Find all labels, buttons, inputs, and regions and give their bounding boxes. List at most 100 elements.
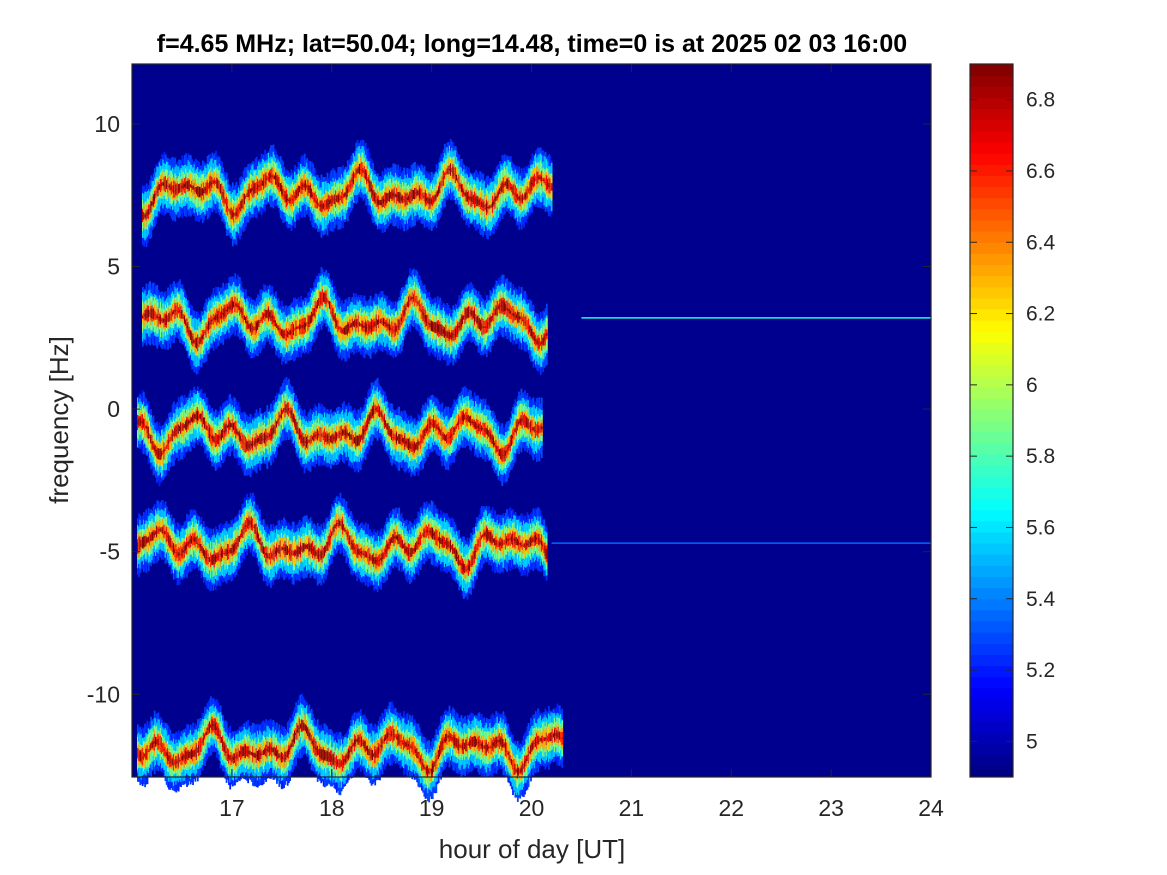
heatmap-cell <box>536 171 539 185</box>
heatmap-cell <box>253 329 256 330</box>
heatmap-cell <box>533 335 536 341</box>
heatmap-cell <box>303 322 306 330</box>
heatmap-cell <box>469 306 471 318</box>
heatmap-cell <box>292 413 295 423</box>
heatmap-cell <box>253 440 256 446</box>
heatmap-cell <box>152 196 155 205</box>
heatmap-cell <box>195 337 198 349</box>
heatmap-cell <box>304 441 307 443</box>
heatmap-cell <box>537 176 540 179</box>
heatmap-cell <box>327 301 330 303</box>
heatmap-cell <box>513 183 516 201</box>
heatmap-cell <box>162 182 165 186</box>
heatmap-cell <box>428 323 431 325</box>
heatmap-cell <box>535 179 537 181</box>
heatmap-cell <box>283 407 286 413</box>
heatmap-cell <box>240 308 243 313</box>
heatmap-cell <box>261 317 264 319</box>
heatmap-cell <box>547 178 549 190</box>
heatmap-cell <box>530 179 533 192</box>
heatmap-cell <box>500 305 503 307</box>
heatmap-cell <box>232 422 235 431</box>
heatmap-cell <box>212 179 215 185</box>
heatmap-cell <box>519 195 522 202</box>
heatmap-cell <box>219 316 222 317</box>
heatmap-cell <box>501 181 504 193</box>
heatmap-cell <box>272 176 275 178</box>
heatmap-cell <box>219 183 222 194</box>
heatmap-cell <box>367 179 370 181</box>
heatmap-cell <box>542 180 545 181</box>
heatmap-cell <box>416 190 419 196</box>
heatmap-cell <box>494 308 497 316</box>
heatmap-cell <box>234 428 236 429</box>
heatmap-cell <box>210 434 212 436</box>
heatmap-cell <box>442 329 445 334</box>
heatmap-cell <box>261 435 264 442</box>
heatmap-cell <box>228 209 231 211</box>
heatmap-cell <box>464 192 467 196</box>
heatmap-cell <box>338 194 341 202</box>
heatmap-cell <box>440 324 443 336</box>
heatmap-cell <box>177 307 180 314</box>
heatmap-cell <box>541 175 543 182</box>
heatmap-cell <box>336 320 338 327</box>
heatmap-cell <box>218 439 221 440</box>
heatmap-cell <box>267 172 270 182</box>
heatmap-cell <box>258 438 260 442</box>
heatmap-cell <box>277 177 280 188</box>
heatmap-cell <box>264 173 267 188</box>
heatmap-cell <box>236 208 239 217</box>
heatmap-cell <box>416 301 419 303</box>
heatmap-cell <box>204 187 207 194</box>
heatmap-cell <box>406 301 409 307</box>
heatmap-cell <box>447 331 450 339</box>
heatmap-cell <box>422 195 425 197</box>
heatmap-cell <box>186 323 189 329</box>
heatmap-cell <box>207 321 210 331</box>
heatmap-cell <box>324 200 326 211</box>
heatmap-cell <box>374 321 377 327</box>
heatmap-cell <box>150 434 152 444</box>
heatmap-cell <box>170 315 173 316</box>
heatmap-cell <box>523 195 525 201</box>
heatmap-cell <box>200 336 203 343</box>
heatmap-cell <box>156 191 159 193</box>
heatmap-cell <box>373 189 376 202</box>
heatmap-cell <box>254 326 257 330</box>
heatmap-cell <box>469 312 471 313</box>
heatmap-cell <box>294 195 296 198</box>
heatmap-cell <box>403 310 406 317</box>
heatmap-cell <box>393 322 396 338</box>
heatmap-cell <box>370 321 373 332</box>
heatmap-cell <box>183 183 186 188</box>
heatmap-cell <box>348 184 350 193</box>
heatmap-cell <box>215 315 217 321</box>
heatmap-cell <box>451 167 453 173</box>
heatmap-cell <box>237 306 240 308</box>
heatmap-cell <box>436 323 439 333</box>
heatmap-cell <box>279 415 282 418</box>
heatmap-cell <box>284 334 287 336</box>
heatmap-cell <box>171 185 174 193</box>
heatmap-cell <box>199 413 202 419</box>
heatmap-cell <box>204 417 206 429</box>
heatmap-cell <box>463 315 465 320</box>
heatmap-cell <box>493 200 495 205</box>
heatmap-cell <box>405 308 408 309</box>
heatmap-cell <box>519 316 522 320</box>
heatmap-cell <box>485 319 488 334</box>
heatmap-cell <box>209 322 211 325</box>
heatmap-cell <box>481 201 483 208</box>
heatmap-cell <box>473 199 476 201</box>
heatmap-cell <box>508 185 511 187</box>
heatmap-cell <box>491 202 494 207</box>
heatmap-cell <box>529 325 531 332</box>
heatmap-cell <box>495 195 498 201</box>
heatmap-cell <box>381 321 384 323</box>
heatmap-cell <box>515 314 518 319</box>
heatmap-cell <box>241 199 244 209</box>
heatmap-cell <box>532 176 535 187</box>
heatmap-cell <box>216 433 218 447</box>
heatmap-cell <box>266 309 269 318</box>
